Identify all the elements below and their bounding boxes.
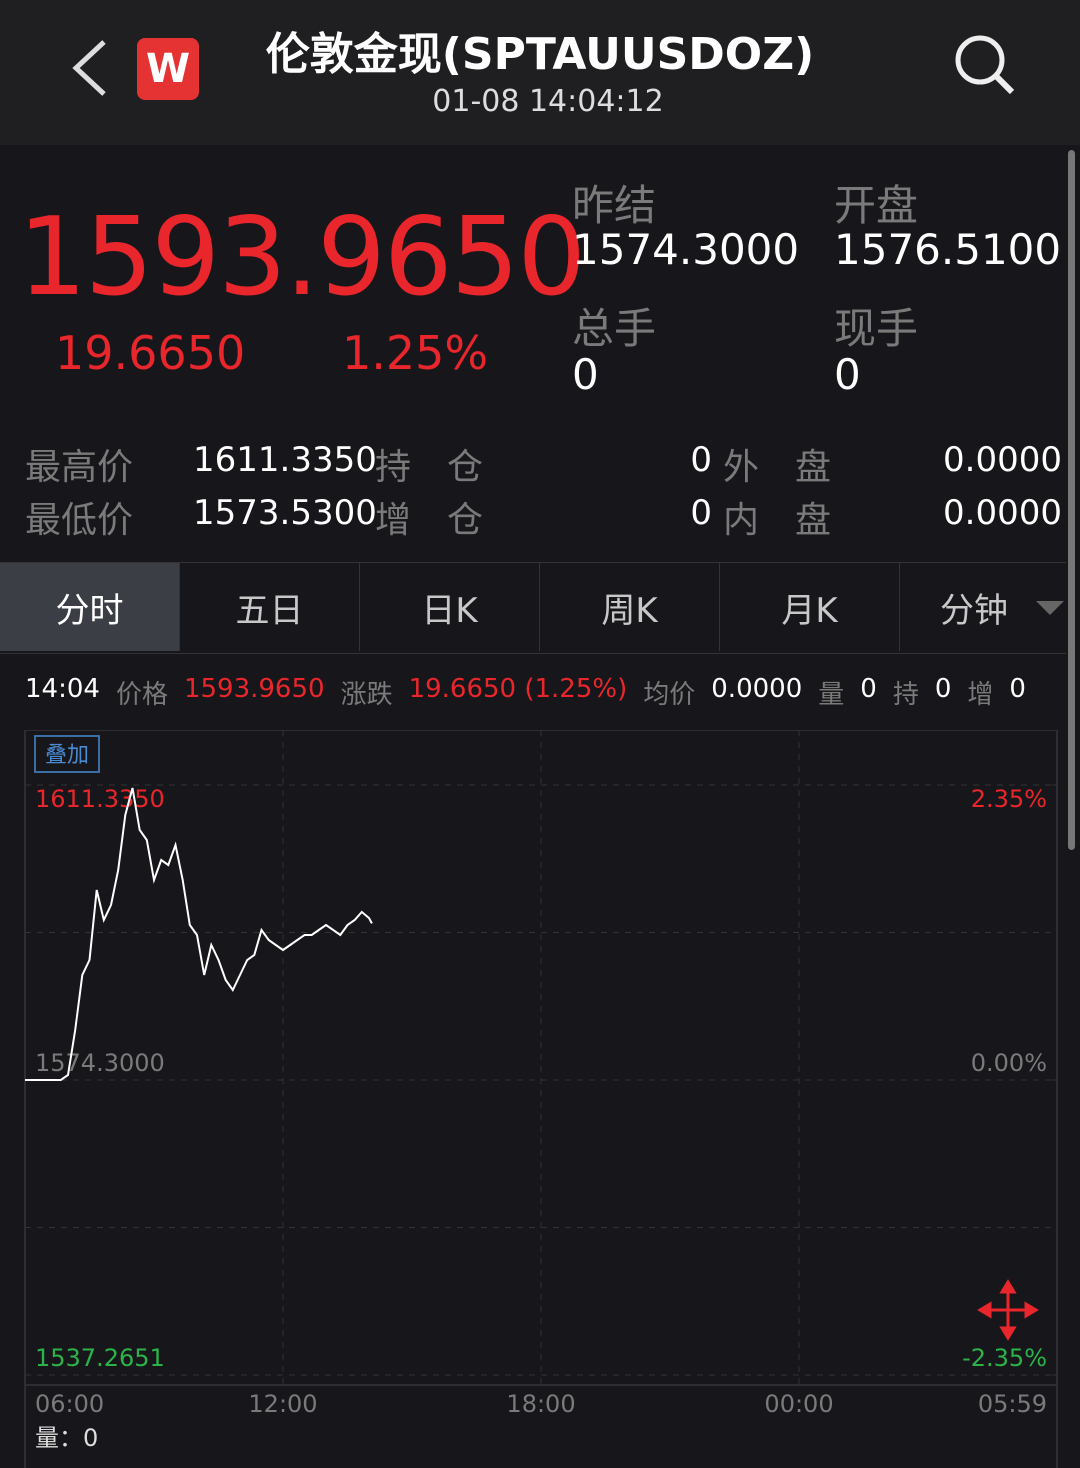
detail-value: 1573.5300 [193, 493, 377, 533]
info-value: 19.6650 (1.25%) [408, 674, 628, 704]
info-value: 1593.9650 [183, 674, 325, 704]
move-icon[interactable] [977, 1279, 1039, 1341]
detail-label: 增 仓 [375, 500, 484, 541]
app-logo[interactable]: W [137, 38, 199, 100]
stat-label: 开盘 [834, 181, 919, 230]
detail-label: 外 盘 [723, 447, 832, 488]
x-tick-label: 06:00 [35, 1390, 104, 1418]
tab[interactable]: 周K [540, 563, 720, 651]
y2-tick-label: 2.35% [971, 785, 1047, 813]
stat-value: 0 [572, 350, 599, 399]
tab[interactable]: 五日 [180, 563, 360, 651]
info-label: 增 [967, 680, 994, 710]
overlay-button[interactable] [34, 735, 100, 773]
stat-value: 1574.3000 [572, 225, 800, 274]
info-bar: 14:04 价格 1593.9650 涨跌 19.6650 (1.25%) 均价 0.000… [25, 674, 1026, 711]
detail-label: 最高价 [25, 447, 134, 488]
stat-value: 0 [834, 350, 861, 399]
info-label: 量 [818, 680, 845, 710]
detail-value: 1611.3350 [193, 440, 377, 480]
tab[interactable]: 分钟 [940, 590, 1008, 631]
info-value: 0 [1009, 674, 1026, 704]
info-label: 涨跌 [340, 680, 393, 710]
info-label: 价格 [115, 680, 168, 710]
stat-value: 1576.5100 [834, 225, 1062, 274]
y-tick-label: 1574.3000 [35, 1049, 165, 1077]
x-tick-label: 00:00 [764, 1390, 833, 1418]
y2-tick-label: 0.00% [971, 1049, 1047, 1077]
info-value: 0.0000 [711, 674, 803, 704]
detail-value: 0.0000 [943, 493, 1062, 533]
y2-tick-label: -2.35% [962, 1344, 1047, 1372]
x-tick-label: 12:00 [248, 1390, 317, 1418]
detail-value: 0 [690, 440, 712, 480]
price: 1593.9650 [18, 195, 586, 320]
x-tick-label: 18:00 [506, 1390, 575, 1418]
header: W 伦敦金现(SPTAUUSDOZ) 01-08 14:04:12 [0, 0, 1080, 145]
detail-label: 持 仓 [375, 447, 484, 488]
search-button[interactable] [950, 30, 1020, 100]
info-time: 14:04 [25, 674, 100, 704]
timestamp: 01-08 14:04:12 [432, 84, 664, 119]
overlay-button-label: 叠加 [45, 743, 89, 768]
detail-value: 0.0000 [943, 440, 1062, 480]
info-value: 0 [860, 674, 877, 704]
scrollbar[interactable] [1068, 150, 1075, 850]
info-label: 持 [892, 680, 919, 710]
change-pct: 1.25% [342, 326, 489, 380]
dropdown-arrow [1036, 601, 1064, 615]
x-tick-label: 05:59 [978, 1390, 1047, 1418]
volume-label: 量：0 [35, 1424, 98, 1452]
intraday-chart: 叠加 1611.3350 1574.3000 1537.2651 2.35% 0.00% -… [24, 730, 1058, 1468]
tab[interactable]: 日K [360, 563, 540, 651]
back-button[interactable] [70, 38, 110, 98]
title: 伦敦金现(SPTAUUSDOZ) [265, 29, 815, 80]
detail-value: 0 [690, 493, 712, 533]
stat-label: 昨结 [572, 181, 657, 230]
stat-label: 现手 [834, 304, 919, 353]
info-label: 均价 [643, 680, 696, 710]
detail-label: 内 盘 [723, 500, 832, 541]
tab[interactable]: 月K [720, 563, 900, 651]
stat-label: 总手 [572, 304, 657, 353]
tab-active[interactable]: 分时 [0, 563, 180, 651]
y-tick-label: 1611.3350 [35, 785, 165, 813]
detail-label: 最低价 [25, 500, 134, 541]
price-line [25, 787, 373, 1081]
tab-bar: 分时 五日 日K 周K 月K 分钟 [0, 562, 1066, 654]
y-tick-label: 1537.2651 [35, 1344, 165, 1372]
info-value: 0 [934, 674, 952, 704]
change: 19.6650 [55, 326, 246, 380]
